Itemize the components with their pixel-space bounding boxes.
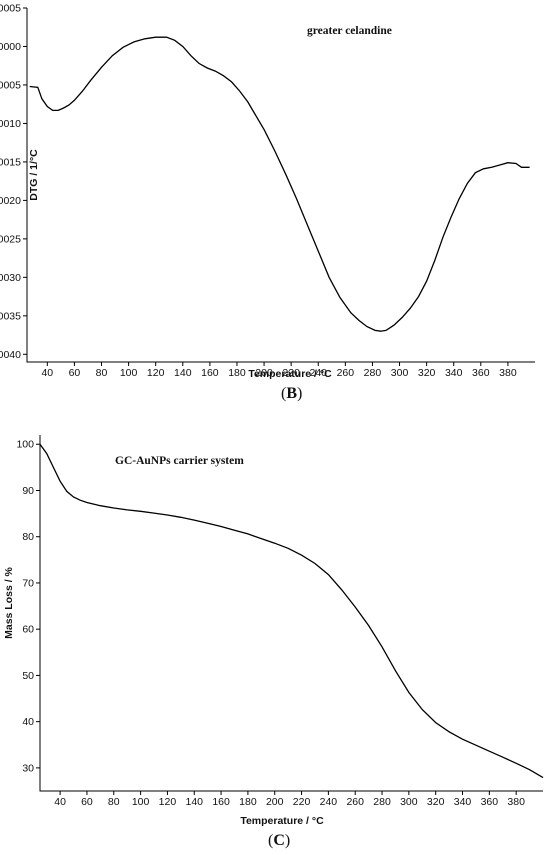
chart-c-x-axis-label: Temperature / °C xyxy=(240,815,324,827)
chart-b-x-tick-label: 260 xyxy=(337,367,355,379)
chart-c-y-tick-label: 40 xyxy=(22,716,34,728)
panel-label-b: (B) xyxy=(281,385,302,402)
chart-b-x-tick-label: 280 xyxy=(364,367,382,379)
chart-c-y-tick-label: 90 xyxy=(22,485,34,497)
chart-c-y-tick-label: 30 xyxy=(22,762,34,774)
chart-b-y-axis-label: DTG / 1/°C xyxy=(28,149,40,201)
chart-b-x-tick-label: 120 xyxy=(147,367,165,379)
chart-c-series-line xyxy=(39,443,544,779)
chart-b-y-tick-label: 0.0000 xyxy=(0,41,21,53)
chart-c-x-tick-label: 120 xyxy=(159,796,177,808)
chart-b-x-tick-label: 240 xyxy=(309,367,327,379)
chart-c-x-tick-label: 200 xyxy=(266,796,284,808)
chart-b-x-tick-label: 300 xyxy=(391,367,409,379)
chart-c-annotation: GC-AuNPs carrier system xyxy=(115,455,244,467)
chart-b-y-tick-label: -0.0010 xyxy=(0,118,21,130)
chart-c-x-tick-label: 100 xyxy=(132,796,150,808)
chart-b-x-tick-label: 320 xyxy=(418,367,436,379)
chart-b-x-tick-label: 100 xyxy=(120,367,138,379)
chart-b-x-tick-label: 380 xyxy=(499,367,517,379)
chart-c-x-tick-label: 260 xyxy=(346,796,364,808)
chart-b-axes xyxy=(26,8,535,363)
chart-c-x-tick-label: 240 xyxy=(320,796,338,808)
chart-c-y-tick-label: 100 xyxy=(16,439,34,451)
chart-b-y-tick-label: -0.0025 xyxy=(0,233,21,245)
chart-c: 100 90 80 70 60 50 40 30 40 60 80 100 120 140 160 180 2… xyxy=(3,435,544,827)
chart-c-x-tick-label: 160 xyxy=(212,796,230,808)
chart-c-x-tick-label: 380 xyxy=(507,796,525,808)
panel-label-c: (C) xyxy=(268,832,290,849)
chart-b-y-tick-label: -0.0015 xyxy=(0,156,21,168)
chart-b-x-tick-label: 180 xyxy=(228,367,246,379)
chart-b-y-tick-label: 0.0005 xyxy=(0,3,21,15)
chart-c-x-tick-label: 320 xyxy=(427,796,445,808)
chart-b-x-tick-label: 140 xyxy=(174,367,192,379)
chart-c-y-tick-label: 50 xyxy=(22,670,34,682)
chart-c-y-tick-label: 80 xyxy=(22,531,34,543)
chart-b-x-tick-label: 80 xyxy=(96,367,108,379)
chart-c-x-tick-label: 140 xyxy=(185,796,203,808)
chart-b-annotation: greater celandine xyxy=(307,25,392,37)
chart-b-x-tick-label: 340 xyxy=(445,367,463,379)
chart-c-y-tick-label: 70 xyxy=(22,577,34,589)
chart-b-x-tick-label: 360 xyxy=(472,367,490,379)
chart-c-x-tick-label: 280 xyxy=(373,796,391,808)
chart-b-x-tick-label: 200 xyxy=(255,367,273,379)
chart-b-y-tick-label: -0.0020 xyxy=(0,195,21,207)
chart-b-x-tick-label: 60 xyxy=(69,367,81,379)
chart-c-x-tick-label: 220 xyxy=(293,796,311,808)
chart-b-x-tick-label: 160 xyxy=(201,367,219,379)
chart-b-series-line xyxy=(29,36,530,332)
chart-b-y-tick-label: -0.0035 xyxy=(0,310,21,322)
panel-letter-b: B xyxy=(286,385,297,402)
chart-c-x-tick-label: 360 xyxy=(481,796,499,808)
chart-b-y-tick-label: -0.0040 xyxy=(0,349,21,361)
chart-c-x-tick-label: 80 xyxy=(108,796,120,808)
chart-b-x-tick-label: 40 xyxy=(41,367,53,379)
chart-b: 0.0005 0.0000 -0.0005 -0.0010 -0.0015 -0.0020… xyxy=(0,3,535,380)
chart-c-x-tick-label: 300 xyxy=(400,796,418,808)
chart-c-axes xyxy=(39,435,543,792)
chart-c-y-tick-label: 60 xyxy=(22,624,34,636)
chart-b-x-axis-label: Temperature / °C xyxy=(248,368,332,380)
chart-c-x-tick-label: 340 xyxy=(454,796,472,808)
chart-c-x-tick-label: 180 xyxy=(239,796,257,808)
chart-b-y-tick-label: -0.0005 xyxy=(0,79,21,91)
chart-b-x-tick-label: 220 xyxy=(282,367,300,379)
chart-c-x-tick-label: 60 xyxy=(81,796,93,808)
chart-c-x-tick-label: 40 xyxy=(54,796,66,808)
chart-c-y-axis-label: Mass Loss / % xyxy=(3,566,15,638)
chart-b-y-tick-label: -0.0030 xyxy=(0,272,21,284)
panel-letter-c: C xyxy=(273,832,285,849)
